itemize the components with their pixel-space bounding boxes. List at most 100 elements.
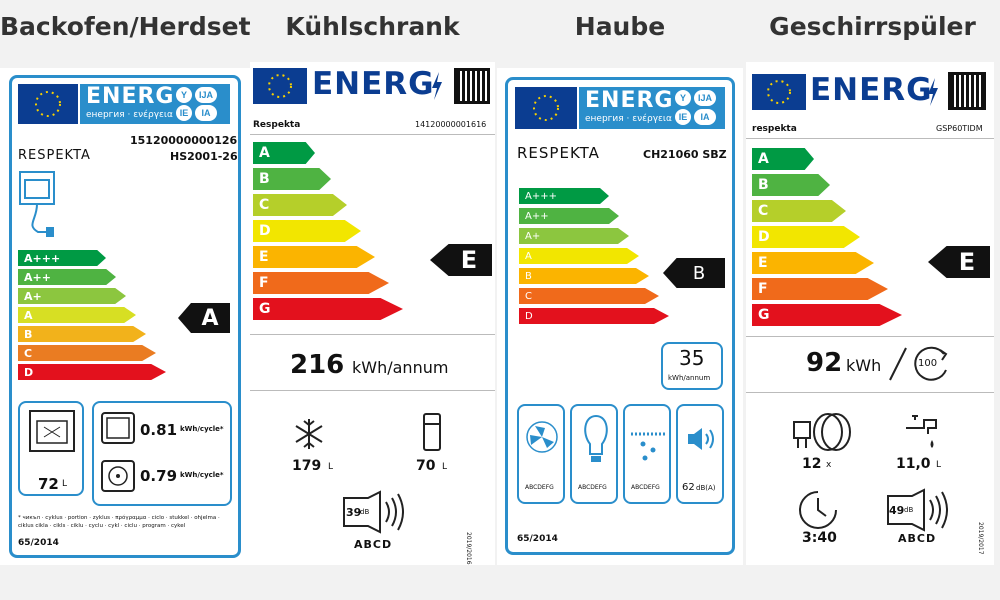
oven-class-bar-5: B xyxy=(18,326,146,342)
dishwasher-noise-unit: dB xyxy=(904,506,914,514)
oven-consumption-unit-2: kWh/cycle* xyxy=(180,471,224,479)
place-settings-icon xyxy=(793,413,851,451)
lang-badge-ija: IJA xyxy=(195,87,217,103)
fridge-noise: 39 xyxy=(346,506,362,519)
lang-badge-y: Y xyxy=(675,90,691,106)
hood-frame xyxy=(505,77,735,555)
dishwasher-side-code: 2019/2017 xyxy=(977,522,984,555)
hood-fan-box: ABCDEFG xyxy=(517,404,565,504)
hood-noise-unit: dB(A) xyxy=(696,484,716,492)
title-fridge: Kühlschrank xyxy=(285,12,460,41)
lightning-icon xyxy=(432,72,442,100)
snowflake-icon xyxy=(295,419,323,449)
energy-word: ENERG xyxy=(585,88,674,113)
qr-code-icon xyxy=(454,68,490,104)
oven-volume: 72 xyxy=(38,475,59,493)
hood-noise: 62 xyxy=(682,482,695,493)
dishwasher-class-bar-b: B xyxy=(752,174,830,196)
fridge-energy-value: 216 xyxy=(290,350,345,380)
oven-volume-unit: L xyxy=(62,479,68,489)
hood-brand: RESPEKTA xyxy=(517,144,600,162)
dishwasher-brand: respekta xyxy=(752,124,797,134)
oven-brand: RESPEKTA xyxy=(18,148,91,163)
speaker-icon xyxy=(688,428,714,450)
noise-speaker-icon xyxy=(343,490,404,534)
light-bulb-icon xyxy=(584,414,608,462)
hood-class-bar-2: A++ xyxy=(519,208,619,224)
hood-class-bar-7: D xyxy=(519,308,669,324)
fridge-class-bar-g: G xyxy=(253,298,403,320)
oven-code: 15120000000126 xyxy=(130,134,238,147)
oven-consumption-box: 0.81 kWh/cycle* 0.79 kWh/cycle* xyxy=(92,401,232,506)
freezer-volume-unit: L xyxy=(328,462,334,472)
place-settings-unit: x xyxy=(826,460,832,470)
dishwasher-cycles: 100 xyxy=(918,358,938,369)
fridge-class-bar-f: F xyxy=(253,272,389,294)
divider xyxy=(746,336,994,337)
lightning-icon xyxy=(928,78,938,106)
lang-badge-y: Y xyxy=(176,87,192,103)
dishwasher-rating-arrow: E xyxy=(928,246,990,278)
oven-rating-arrow: A xyxy=(178,303,230,333)
fridge-label: ENERG Respekta 14120000001616 A B C D E … xyxy=(250,62,495,565)
energy-header: ENERG енергия · ενέργεια Y IJA IE IA xyxy=(579,87,725,129)
divider xyxy=(250,334,495,335)
hood-class-bar-6: C xyxy=(519,288,659,304)
divider xyxy=(746,138,994,139)
qr-code-icon xyxy=(948,72,986,110)
oven-class-bar-1: A+++ xyxy=(18,250,106,266)
fan-icon xyxy=(526,421,558,453)
dishwasher-class-bar-g: G xyxy=(752,304,902,326)
hood-light-class: ABCDEFG xyxy=(578,484,607,491)
oven-class-bar-6: C xyxy=(18,345,156,361)
energy-word: ENERG xyxy=(312,66,435,102)
eu-stars-icon xyxy=(35,91,61,117)
eu-stars-icon xyxy=(767,80,791,104)
divider xyxy=(250,390,495,391)
oven-label: ENERG енергия · ενέργεια Y IJA IE IA 151… xyxy=(0,68,250,565)
oven-class-bar-7: D xyxy=(18,364,166,380)
oven-model: HS2001-26 xyxy=(170,150,238,163)
oven-footnote: * чикъл · cyklus · portion · zyklus · πρ… xyxy=(18,515,220,529)
hood-class-bar-5: B xyxy=(519,268,649,284)
hood-energy-value: 35 xyxy=(679,346,705,370)
fridge-class-bar-d: D xyxy=(253,220,361,242)
hood-grease-class: ABCDEFG xyxy=(631,484,660,491)
fridge-rating-arrow: E xyxy=(430,244,492,276)
fridge-brand: Respekta xyxy=(253,120,301,130)
lang-badge-ija: IJA xyxy=(694,90,716,106)
fridge-side-code: 2019/2016 xyxy=(465,532,472,565)
fan-oven-icon xyxy=(101,460,135,492)
dishwasher-class-bar-e: E xyxy=(752,252,874,274)
dishwasher-class-bar-a: A xyxy=(752,148,814,170)
eu-flag-icon xyxy=(253,68,307,104)
oven-consumption-unit-1: kWh/cycle* xyxy=(180,425,224,433)
eu-flag-icon xyxy=(752,74,806,110)
title-hood: Haube xyxy=(574,12,666,41)
fridge-class-bar-c: C xyxy=(253,194,347,216)
hood-model: CH21060 SBZ xyxy=(643,148,727,161)
oven-cavity-icon xyxy=(29,410,75,452)
energy-header: ENERG енергия · ενέργεια Y IJA IE IA xyxy=(80,84,230,124)
oven-class-bar-4: A xyxy=(18,307,136,323)
dishwasher-energy-unit: kWh xyxy=(846,356,882,375)
divider xyxy=(746,392,994,393)
oven-class-bar-2: A++ xyxy=(18,269,116,285)
water-consumption: 11,0 xyxy=(896,456,931,472)
title-dishwasher: Geschirrspüler xyxy=(769,12,976,41)
fridge-noise-unit: dB xyxy=(360,508,370,516)
oven-volume-box: 72 L xyxy=(18,401,84,496)
title-oven: Backofen/Herdset xyxy=(0,12,251,41)
oven-consumption-1: 0.81 xyxy=(140,421,178,439)
lang-badge-ie: IE xyxy=(176,105,192,121)
freezer-volume: 179 xyxy=(292,458,322,474)
hood-label: ENERG енергия · ενέργεια Y IJA IE IA RES… xyxy=(497,68,743,565)
water-unit: L xyxy=(936,460,942,470)
hood-grease-box: ABCDEFG xyxy=(623,404,671,504)
energy-word: ENERG xyxy=(810,72,933,108)
dishwasher-noise: 49 xyxy=(889,504,905,517)
dishwasher-class-bar-c: C xyxy=(752,200,846,222)
oven-appliance-icon xyxy=(19,171,55,237)
hood-class-bar-1: A+++ xyxy=(519,188,609,204)
fridge-compartment-icon xyxy=(423,413,441,451)
